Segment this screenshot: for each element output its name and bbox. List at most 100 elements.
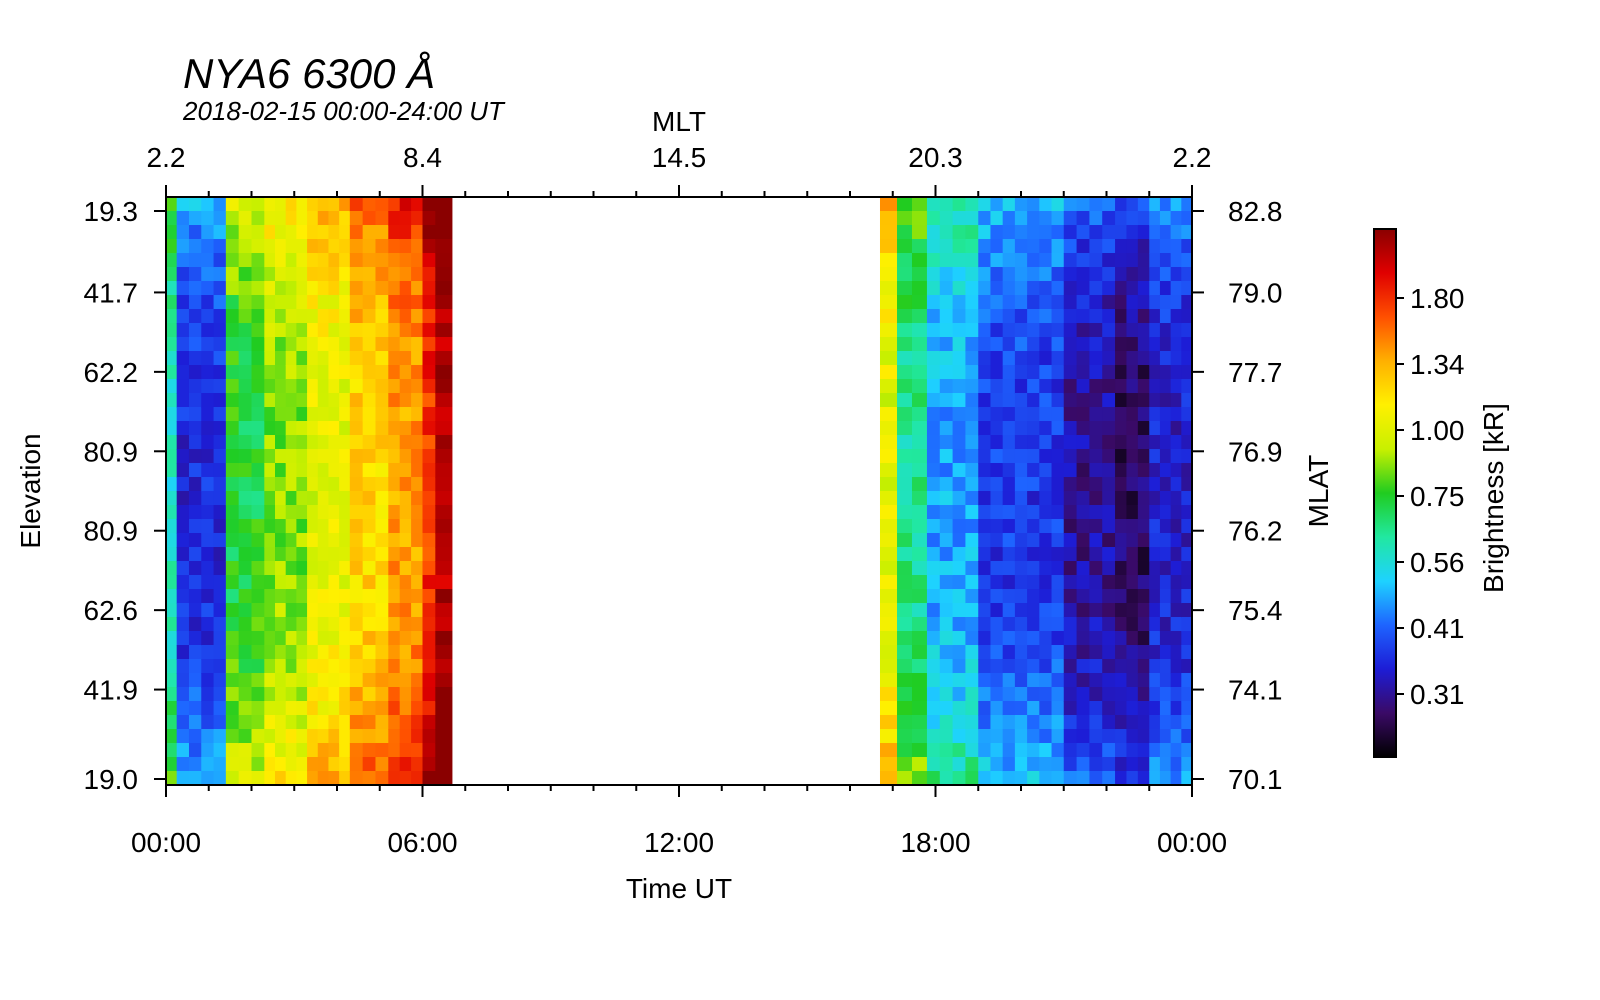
heatmap-cell xyxy=(176,197,190,212)
heatmap-cell xyxy=(238,351,253,366)
heatmap-cell xyxy=(349,561,364,576)
heatmap-cell xyxy=(1089,239,1103,254)
heatmap-cell xyxy=(1014,757,1028,772)
heatmap-cell xyxy=(176,351,190,366)
heatmap-cell xyxy=(251,519,265,534)
heatmap-cell xyxy=(213,267,227,282)
heatmap-cell xyxy=(879,729,898,744)
heatmap-cell xyxy=(897,309,913,324)
heatmap-cell xyxy=(349,393,364,408)
heatmap-cell xyxy=(1170,267,1182,282)
heatmap-cell xyxy=(349,239,364,254)
heatmap-cell xyxy=(911,701,928,716)
heatmap-cell xyxy=(422,407,436,422)
heatmap-cell xyxy=(1149,547,1161,562)
heatmap-cell xyxy=(264,477,276,492)
heatmap-cell xyxy=(176,645,190,660)
heatmap-cell xyxy=(1181,659,1192,674)
heatmap-cell xyxy=(399,295,412,310)
heatmap-cell xyxy=(1089,687,1103,702)
heatmap-cell xyxy=(225,743,240,758)
heatmap-cell xyxy=(411,477,424,492)
heatmap-cell xyxy=(225,491,240,506)
heatmap-cell xyxy=(307,547,319,562)
heatmap-cell xyxy=(275,197,287,212)
heatmap-cell xyxy=(375,295,389,310)
heatmap-cell xyxy=(879,309,898,324)
heatmap-cell xyxy=(251,589,265,604)
heatmap-cell xyxy=(339,715,351,730)
heatmap-cell xyxy=(1159,659,1172,674)
heatmap-cell xyxy=(965,337,979,352)
heatmap-cell xyxy=(411,533,424,548)
heatmap-cell xyxy=(188,477,202,492)
heatmap-cell xyxy=(328,463,340,478)
heatmap-cell xyxy=(1063,281,1078,296)
heatmap-cell xyxy=(1137,477,1150,492)
heatmap-cell xyxy=(296,477,308,492)
heatmap-cell xyxy=(225,561,240,576)
heatmap-cell xyxy=(1089,477,1103,492)
heatmap-cell xyxy=(1014,561,1028,576)
heatmap-cell xyxy=(1063,365,1078,380)
heatmap-cell xyxy=(879,575,898,590)
heatmap-cell xyxy=(317,491,330,506)
heatmap-cell xyxy=(1159,505,1172,520)
heatmap-cell xyxy=(362,281,377,296)
heatmap-cell xyxy=(264,267,276,282)
heatmap-cell xyxy=(435,673,454,688)
heatmap-cell xyxy=(411,253,424,268)
heatmap-cell xyxy=(317,575,330,590)
heatmap-cell xyxy=(264,225,276,240)
heatmap-cell xyxy=(990,561,1004,576)
heatmap-cell xyxy=(1149,281,1161,296)
heatmap-cell xyxy=(926,379,941,394)
heatmap-cell xyxy=(1126,239,1139,254)
heatmap-cell xyxy=(939,561,954,576)
heatmap-cell xyxy=(435,771,454,785)
heatmap-cell xyxy=(1051,757,1065,772)
heatmap-cell xyxy=(251,603,265,618)
heatmap-cell xyxy=(978,253,992,268)
heatmap-cell xyxy=(939,701,954,716)
heatmap-cell xyxy=(275,449,287,464)
heatmap-cell xyxy=(1170,295,1182,310)
heatmap-cell xyxy=(275,533,287,548)
heatmap-cell xyxy=(897,561,913,576)
heatmap-cell xyxy=(1014,589,1028,604)
heatmap-cell xyxy=(965,659,979,674)
heatmap-cell xyxy=(1027,687,1040,702)
heatmap-cell xyxy=(1027,715,1040,730)
heatmap-cell xyxy=(879,477,898,492)
heatmap-cell xyxy=(238,323,253,338)
x-axis-label: Time UT xyxy=(626,873,732,904)
heatmap-cell xyxy=(965,267,979,282)
heatmap-cell xyxy=(435,715,454,730)
heatmap-cell xyxy=(388,757,401,772)
heatmap-cell xyxy=(375,351,389,366)
heatmap-cell xyxy=(1051,379,1065,394)
y-tick-label: 80.9 xyxy=(84,436,139,467)
heatmap-cell xyxy=(1126,687,1139,702)
heatmap-cell xyxy=(1014,379,1028,394)
heatmap-cell xyxy=(296,491,308,506)
heatmap-cell xyxy=(238,253,253,268)
heatmap-cell xyxy=(388,659,401,674)
heatmap-cell xyxy=(296,659,308,674)
heatmap-cell xyxy=(238,505,253,520)
heatmap-cell xyxy=(264,631,276,646)
heatmap-cell xyxy=(225,253,240,268)
heatmap-cell xyxy=(879,435,898,450)
heatmap-cell xyxy=(1149,757,1161,772)
heatmap-cell xyxy=(339,477,351,492)
heatmap-cell xyxy=(1076,757,1090,772)
heatmap-cell xyxy=(422,771,436,785)
heatmap-cell xyxy=(411,603,424,618)
heatmap-cell xyxy=(911,211,928,226)
heatmap-cell xyxy=(225,575,240,590)
heatmap-cell xyxy=(926,645,941,660)
heatmap-cell xyxy=(1063,295,1078,310)
heatmap-cell xyxy=(990,421,1004,436)
heatmap-cell xyxy=(307,281,319,296)
heatmap-cell xyxy=(990,477,1004,492)
